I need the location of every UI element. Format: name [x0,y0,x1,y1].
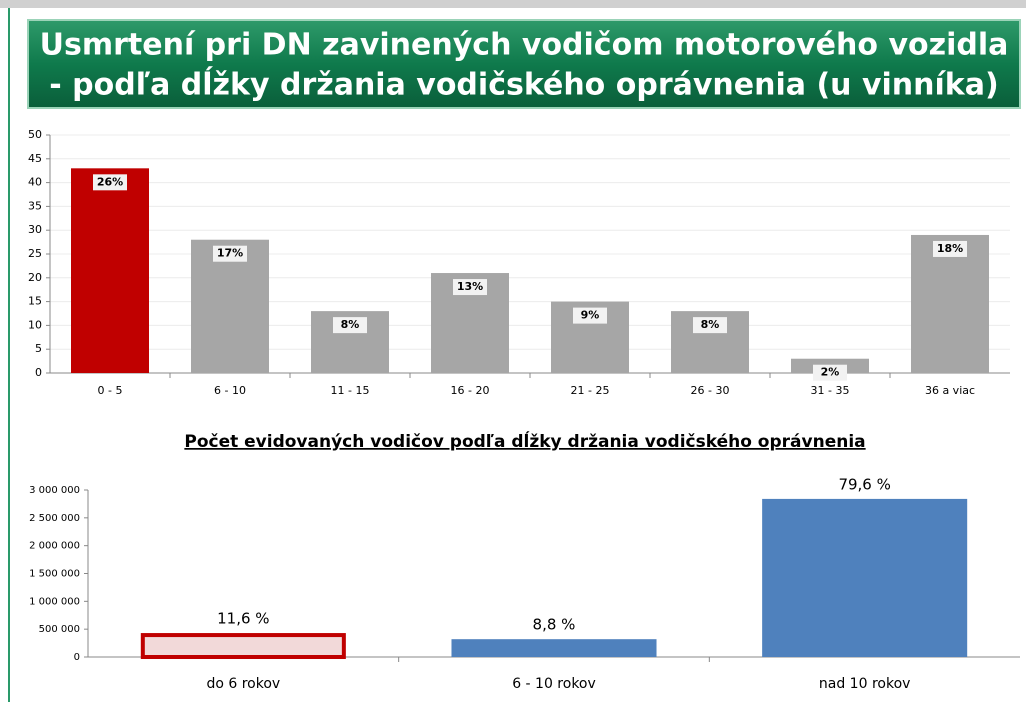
data-label: 11,6 % [217,610,269,628]
data-label: 9% [581,309,600,322]
y-tick-label: 35 [28,199,42,212]
y-tick-label: 20 [28,271,42,284]
title-banner [27,19,1021,109]
data-label: 8,8 % [533,616,576,634]
bar [71,168,149,373]
data-label-box [813,364,847,381]
y-tick-label: 15 [28,295,42,308]
y-tick-label: 50 [28,128,42,141]
slide-subtitle: - podľa dĺžky držania vodičského oprávne… [49,67,998,103]
data-label-box [693,317,727,334]
data-label: 8% [701,318,720,331]
bar [191,239,269,373]
y-tick-label: 2 000 000 [29,541,80,552]
y-tick-label: 3 000 000 [29,485,80,496]
y-tick-label: 1 000 000 [29,596,80,607]
x-tick-label: do 6 rokov [206,676,280,692]
x-tick-label: 6 - 10 [214,384,246,397]
y-tick-label: 10 [28,318,42,331]
data-label: 2% [821,366,840,379]
data-label-box [333,317,367,334]
bar [451,639,657,657]
data-label-box [453,279,487,296]
data-label-box [933,240,967,257]
y-tick-label: 5 [35,342,42,355]
data-label-box [93,174,127,191]
data-label: 18% [937,242,963,255]
y-tick-label: 0 [35,366,42,379]
data-label: 79,6 % [838,475,890,493]
chart-title: Počet evidovaných vodičov podľa dĺžky dr… [184,430,865,452]
x-tick-label: 26 - 30 [691,384,730,397]
data-label: 26% [97,175,123,188]
data-label: 8% [341,318,360,331]
bar [911,234,989,373]
slide-title: Usmrtení pri DN zavinených vodičom motor… [40,28,1009,63]
x-tick-label: 31 - 35 [811,384,850,397]
data-label-box [573,307,607,324]
y-tick-label: 45 [28,152,42,165]
x-tick-label: 36 a viac [925,384,975,397]
x-tick-label: 6 - 10 rokov [512,676,596,692]
bar [762,498,968,657]
bar [140,633,346,660]
y-tick-label: 30 [28,223,42,236]
x-tick-label: 11 - 15 [331,384,370,397]
y-tick-label: 25 [28,247,42,260]
x-tick-label: 16 - 20 [451,384,490,397]
data-label: 17% [217,247,243,260]
top-border [0,0,1026,8]
data-label-box [213,245,247,262]
y-tick-label: 1 500 000 [29,569,80,580]
y-tick-label: 2 500 000 [29,513,80,524]
data-label: 13% [457,280,483,293]
x-tick-label: 0 - 5 [98,384,123,397]
y-tick-label: 500 000 [39,624,80,635]
y-tick-label: 40 [28,176,42,189]
y-tick-label: 0 [74,652,80,663]
x-tick-label: nad 10 rokov [819,676,911,692]
x-tick-label: 21 - 25 [571,384,610,397]
